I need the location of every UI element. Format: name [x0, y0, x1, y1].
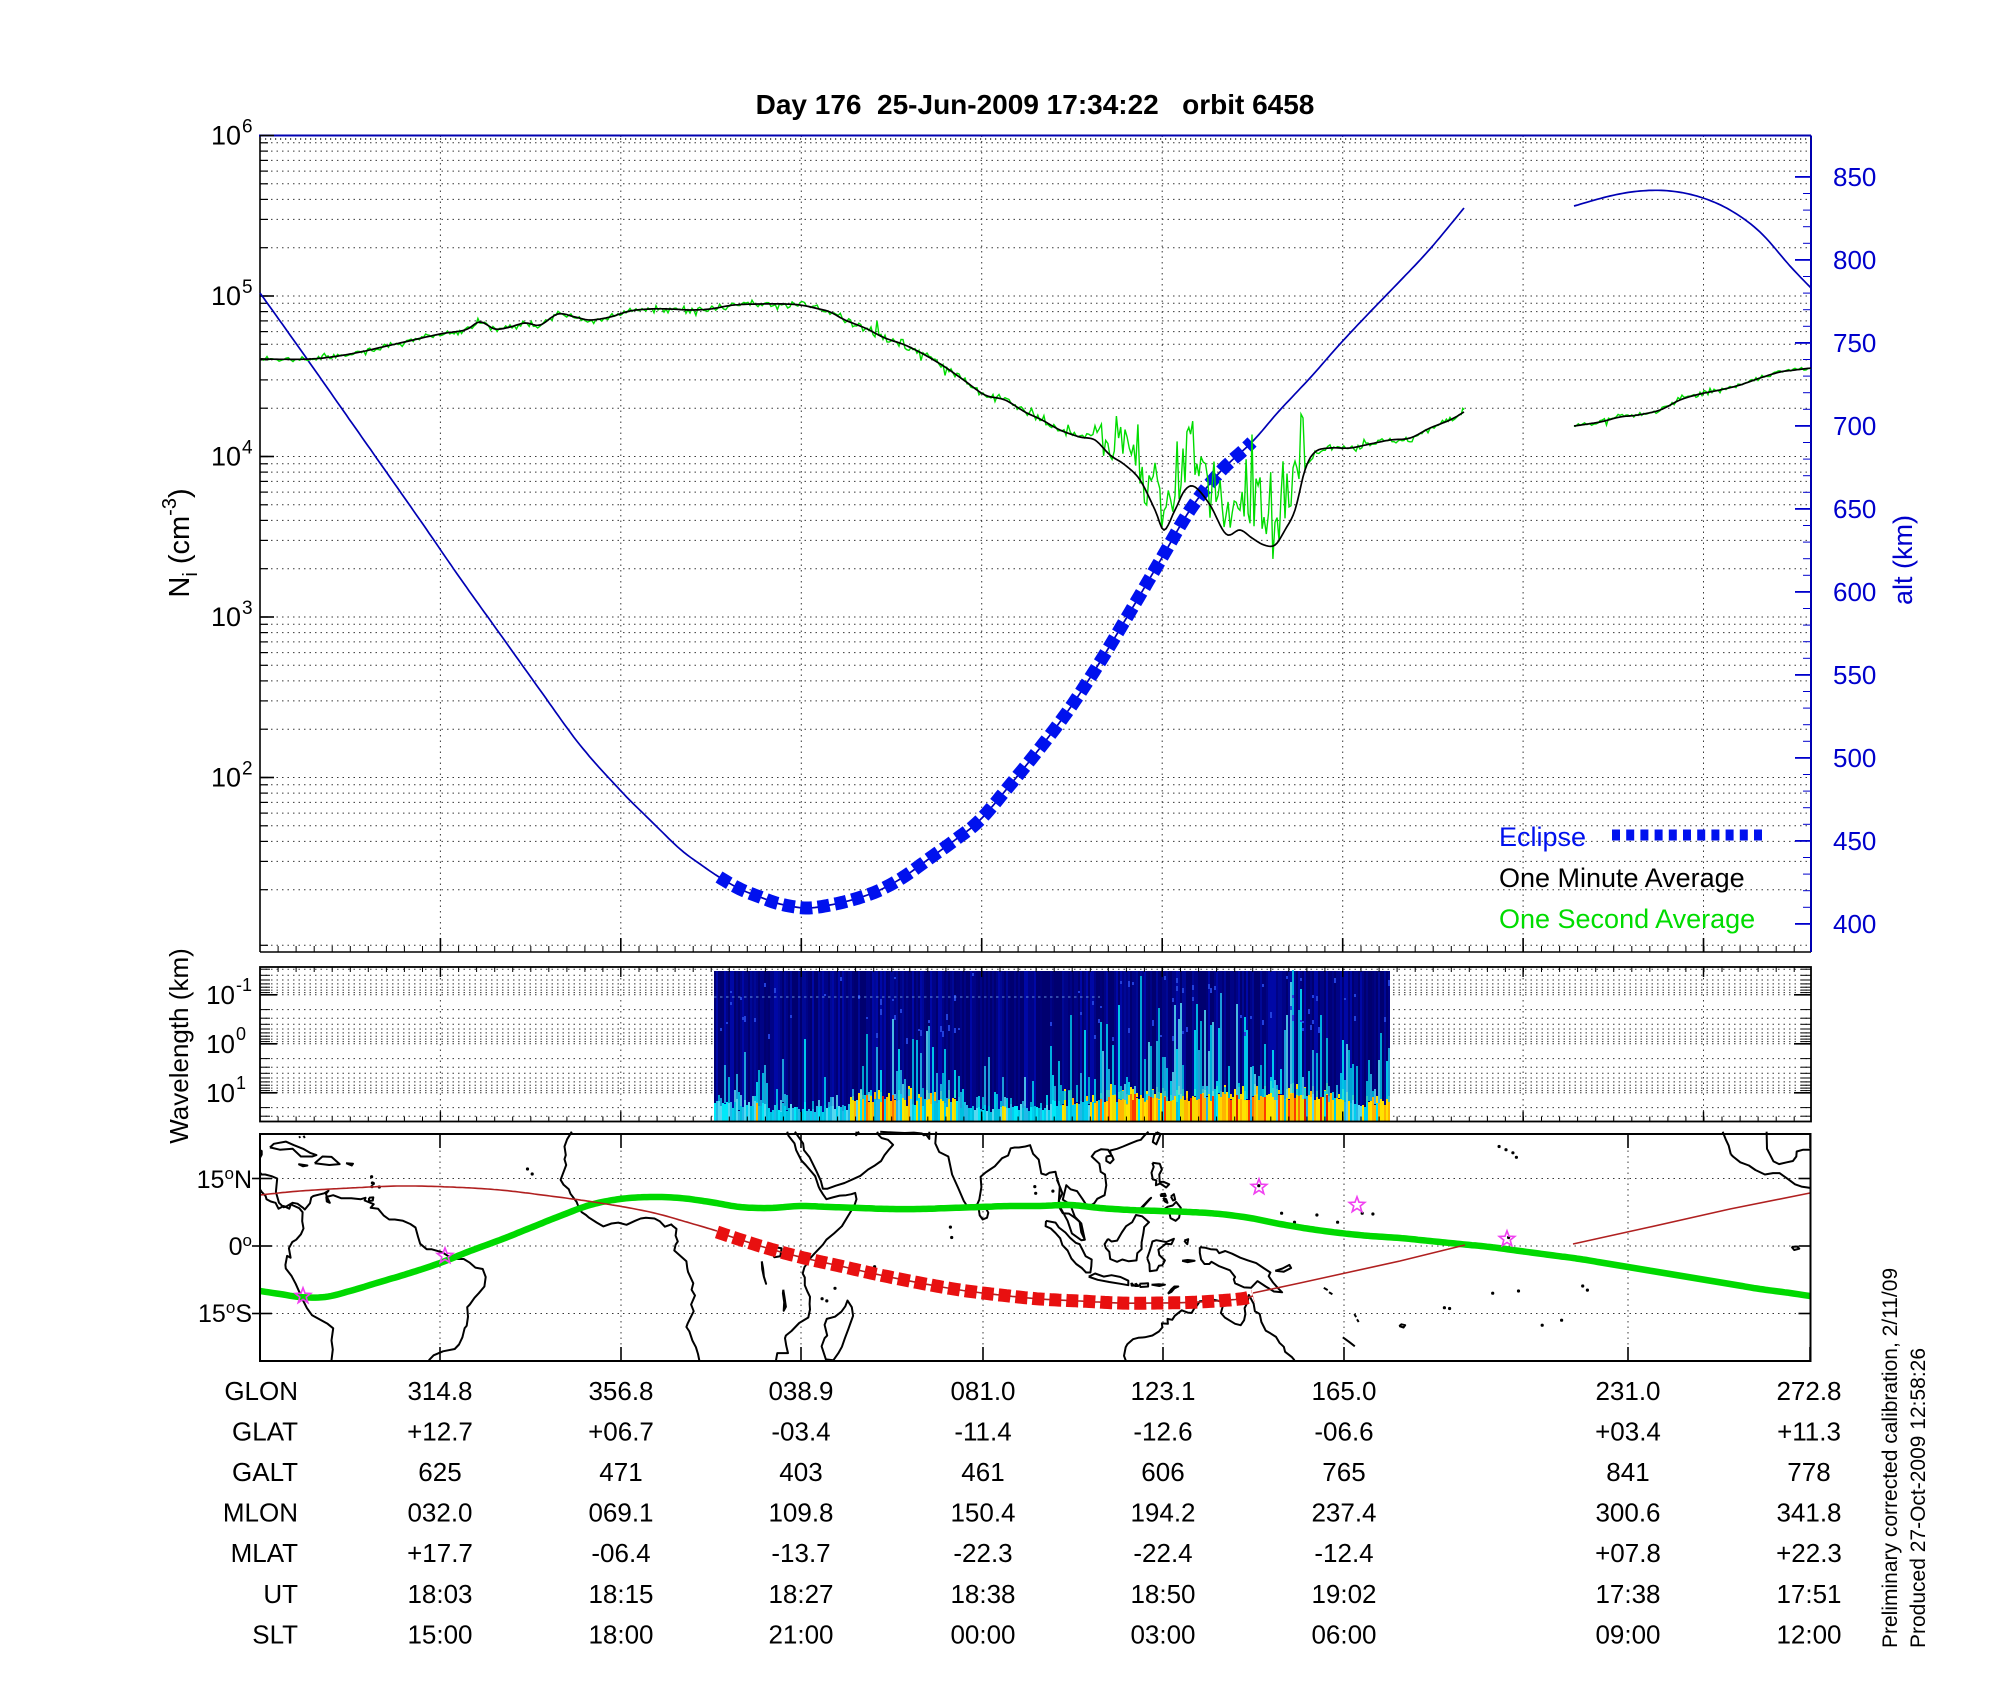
svg-text:-11.4: -11.4 [954, 1417, 1011, 1447]
svg-text:15oS: 15oS [198, 1298, 252, 1328]
svg-text:5: 5 [242, 277, 253, 298]
svg-text:700: 700 [1833, 411, 1876, 441]
svg-text:3: 3 [242, 598, 253, 619]
svg-text:471: 471 [599, 1457, 642, 1487]
svg-text:+07.8: +07.8 [1595, 1538, 1661, 1568]
svg-text:18:03: 18:03 [407, 1579, 472, 1609]
svg-text:GLON: GLON [224, 1376, 298, 1406]
svg-text:-03.4: -03.4 [771, 1417, 830, 1447]
svg-text:+17.7: +17.7 [407, 1538, 473, 1568]
svg-text:765: 765 [1322, 1457, 1365, 1487]
svg-text:272.8: 272.8 [1776, 1376, 1841, 1406]
svg-text:12:00: 12:00 [1776, 1619, 1841, 1649]
svg-text:GLAT: GLAT [232, 1417, 298, 1447]
svg-text:+06.7: +06.7 [588, 1417, 654, 1447]
svg-text:550: 550 [1833, 660, 1876, 690]
svg-text:150.4: 150.4 [950, 1498, 1015, 1528]
svg-text:237.4: 237.4 [1311, 1498, 1376, 1528]
svg-text:356.8: 356.8 [588, 1376, 653, 1406]
svg-text:461: 461 [961, 1457, 1004, 1487]
svg-text:18:50: 18:50 [1130, 1579, 1195, 1609]
svg-text:600: 600 [1833, 577, 1876, 607]
svg-text:500: 500 [1833, 743, 1876, 773]
svg-text:038.9: 038.9 [768, 1376, 833, 1406]
svg-text:18:00: 18:00 [588, 1619, 653, 1649]
svg-text:SLT: SLT [252, 1619, 298, 1649]
svg-text:10: 10 [211, 763, 241, 793]
svg-text:032.0: 032.0 [407, 1498, 472, 1528]
svg-text:069.1: 069.1 [588, 1498, 653, 1528]
svg-text:6: 6 [242, 117, 253, 138]
svg-text:-12.4: -12.4 [1314, 1538, 1373, 1568]
svg-text:400: 400 [1833, 909, 1876, 939]
svg-text:314.8: 314.8 [407, 1376, 472, 1406]
svg-text:10: 10 [206, 980, 235, 1010]
svg-text:One Second Average: One Second Average [1499, 904, 1755, 934]
svg-text:-1: -1 [236, 975, 252, 995]
svg-text:+12.7: +12.7 [407, 1417, 473, 1447]
svg-text:165.0: 165.0 [1311, 1376, 1376, 1406]
svg-text:18:27: 18:27 [768, 1579, 833, 1609]
svg-text:-22.3: -22.3 [953, 1538, 1012, 1568]
svg-text:123.1: 123.1 [1130, 1376, 1195, 1406]
svg-text:+22.3: +22.3 [1776, 1538, 1842, 1568]
svg-text:341.8: 341.8 [1776, 1498, 1841, 1528]
svg-text:15:00: 15:00 [407, 1619, 472, 1649]
svg-text:625: 625 [418, 1457, 461, 1487]
svg-text:Preliminary corrected calibrat: Preliminary corrected calibration, 2/11/… [1879, 1268, 1902, 1648]
svg-text:One Minute Average: One Minute Average [1499, 863, 1745, 893]
svg-text:-12.6: -12.6 [1133, 1417, 1192, 1447]
svg-text:2: 2 [242, 759, 253, 780]
svg-text:alt (km): alt (km) [1888, 515, 1918, 605]
svg-text:17:38: 17:38 [1595, 1579, 1660, 1609]
svg-text:06:00: 06:00 [1311, 1619, 1376, 1649]
svg-text:Day 176 25-Jun-2009 17:34:22: Day 176 25-Jun-2009 17:34:22 orbit 6458 [756, 89, 1315, 120]
svg-text:GALT: GALT [232, 1457, 298, 1487]
svg-text:18:15: 18:15 [588, 1579, 653, 1609]
svg-text:-06.6: -06.6 [1314, 1417, 1373, 1447]
svg-text:450: 450 [1833, 826, 1876, 856]
svg-text:403: 403 [779, 1457, 822, 1487]
svg-text:081.0: 081.0 [950, 1376, 1015, 1406]
svg-text:-13.7: -13.7 [771, 1538, 830, 1568]
svg-text:+11.3: +11.3 [1777, 1417, 1841, 1447]
svg-text:750: 750 [1833, 328, 1876, 358]
svg-text:109.8: 109.8 [768, 1498, 833, 1528]
svg-text:00:00: 00:00 [950, 1619, 1015, 1649]
svg-text:15oN: 15oN [197, 1164, 252, 1194]
svg-text:09:00: 09:00 [1595, 1619, 1660, 1649]
svg-text:800: 800 [1833, 245, 1876, 275]
svg-text:10: 10 [211, 121, 241, 151]
svg-text:231.0: 231.0 [1595, 1376, 1660, 1406]
svg-text:0: 0 [236, 1024, 246, 1044]
svg-text:19:02: 19:02 [1311, 1579, 1376, 1609]
svg-text:1: 1 [236, 1073, 246, 1093]
svg-text:UT: UT [263, 1579, 298, 1609]
svg-text:+03.4: +03.4 [1595, 1417, 1661, 1447]
svg-text:10: 10 [206, 1078, 235, 1108]
svg-text:841: 841 [1606, 1457, 1649, 1487]
svg-text:Eclipse: Eclipse [1499, 822, 1586, 852]
svg-text:10: 10 [211, 442, 241, 472]
svg-text:MLON: MLON [223, 1498, 298, 1528]
svg-text:606: 606 [1141, 1457, 1184, 1487]
svg-text:10: 10 [211, 602, 241, 632]
svg-text:-22.4: -22.4 [1133, 1538, 1192, 1568]
svg-text:10: 10 [211, 281, 241, 311]
svg-text:4: 4 [242, 438, 253, 459]
svg-text:300.6: 300.6 [1595, 1498, 1660, 1528]
svg-text:Wavelength (km): Wavelength (km) [164, 948, 194, 1144]
svg-text:650: 650 [1833, 494, 1876, 524]
svg-text:10: 10 [206, 1029, 235, 1059]
svg-text:-06.4: -06.4 [591, 1538, 650, 1568]
svg-text:21:00: 21:00 [768, 1619, 833, 1649]
svg-text:MLAT: MLAT [231, 1538, 299, 1568]
svg-text:03:00: 03:00 [1130, 1619, 1195, 1649]
svg-text:18:38: 18:38 [950, 1579, 1015, 1609]
svg-text:194.2: 194.2 [1130, 1498, 1195, 1528]
svg-text:17:51: 17:51 [1776, 1579, 1841, 1609]
svg-text:Produced 27-Oct-2009 12:58:26: Produced 27-Oct-2009 12:58:26 [1907, 1348, 1930, 1648]
svg-text:850: 850 [1833, 162, 1876, 192]
svg-text:778: 778 [1787, 1457, 1830, 1487]
